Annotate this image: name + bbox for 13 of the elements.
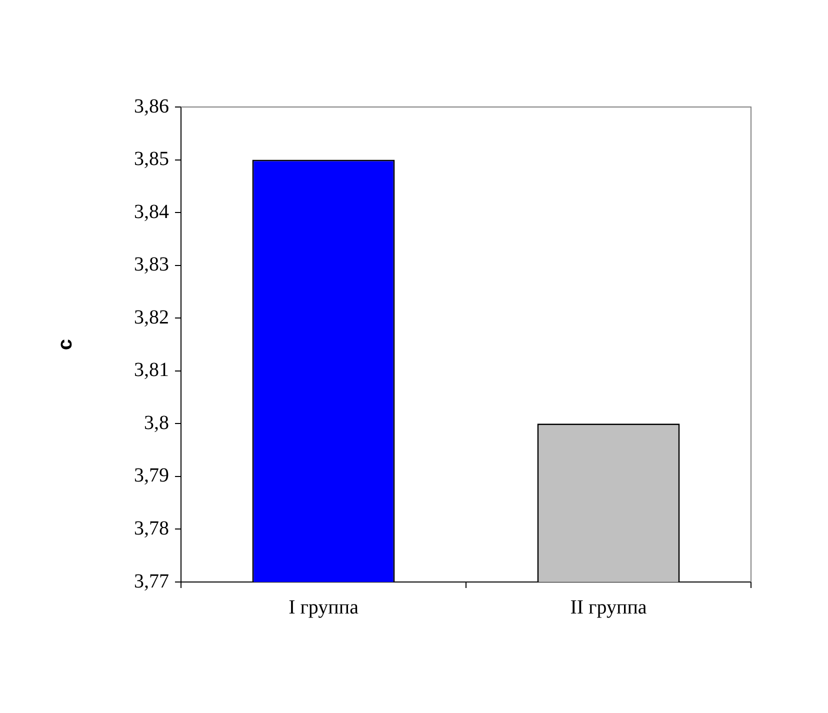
y-tick-label: 3,82 — [134, 306, 169, 328]
y-tick-label: 3,8 — [144, 412, 169, 434]
y-tick-label: 3,85 — [134, 148, 169, 170]
y-tick-label: 3,79 — [134, 464, 169, 487]
y-tick-label: 3,86 — [134, 95, 169, 118]
y-tick-label: 3,77 — [134, 570, 169, 592]
y-tick-label: 3,83 — [134, 254, 169, 276]
x-tick-label: I группа — [288, 596, 359, 618]
y-axis-title: с — [54, 338, 77, 350]
y-tick-label: 3,81 — [134, 359, 169, 382]
y-tick-label: 3,78 — [134, 517, 169, 540]
x-tick-label: II группа — [570, 596, 647, 618]
y-tick-label: 3,84 — [134, 200, 169, 223]
